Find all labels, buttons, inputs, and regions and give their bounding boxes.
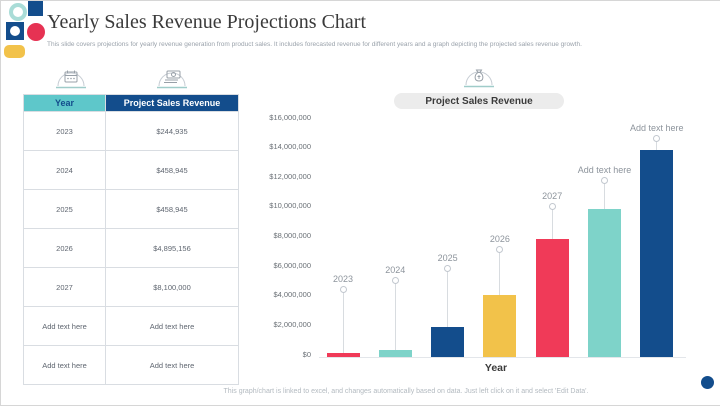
revenue-cell[interactable]: Add text here [105,306,239,346]
bar [640,149,674,357]
table-row: 2024 $458,945 [23,150,239,190]
money-icon [154,63,190,91]
y-tick-label: $4,000,000 [273,290,311,300]
bar-callout-line [394,283,396,351]
table-header-row: Year Project Sales Revenue [23,94,239,112]
revenue-table: Year Project Sales Revenue 2023 $244,935 2… [23,94,239,385]
company-logo-icon [1,1,47,59]
page-number-badge [701,376,714,389]
bar-label: 2027 [542,190,563,201]
bar-callout-dot [653,134,661,142]
logo-red-circle [27,23,45,41]
bar-callout-dot [548,202,556,210]
y-tick-label: $6,000,000 [273,260,311,270]
year-cell: 2024 [23,150,106,190]
bar-callout-line [499,251,501,295]
revenue-cell: $8,100,000 [105,267,239,307]
y-tick-label: $12,000,000 [269,171,311,181]
table-row: Add text here Add text here [23,345,239,385]
y-tick-label: $8,000,000 [273,231,311,240]
x-axis-line [319,357,686,358]
bar-callout-dot [444,265,452,273]
table-body: 2023 $244,935 2024 $458,945 2025 $458,945 2026… [23,111,239,385]
bar [535,238,569,357]
logo-navy-square [28,1,43,16]
page-title: Yearly Sales Revenue Projections Chart [47,11,367,33]
year-cell: 2023 [23,111,106,151]
year-column-header: Year [23,94,106,112]
moneybag-icon [461,62,497,90]
bar-label: 2026 [489,233,510,244]
revenue-column-header: Project Sales Revenue [105,94,239,112]
y-tick-label: $2,000,000 [273,319,311,329]
bar-label: 2024 [385,265,406,276]
table-row: Add text here Add text here [23,306,239,346]
bar-label: 2023 [332,274,354,285]
bar-label[interactable]: Add text here [630,122,684,133]
year-cell: 2027 [23,267,106,307]
y-tick-label: $16,000,000 [269,112,311,122]
x-axis-title: Year [484,362,508,374]
bar-callout-dot [601,176,608,184]
bar-callout-dot [391,277,399,285]
revenue-cell: $458,945 [105,189,239,229]
table-row: 2025 $458,945 [23,189,239,229]
revenue-cell: $4,895,156 [105,228,239,268]
table-row: 2026 $4,895,156 [23,228,239,268]
year-cell[interactable]: Add text here [23,345,106,385]
bar [483,294,517,357]
chart-title: Project Sales Revenue [394,93,564,109]
revenue-cell: $244,935 [105,111,239,151]
bar-callout-dot [496,245,504,253]
bar-callout-line [447,271,449,328]
revenue-cell: $458,945 [105,150,239,190]
bar [431,327,465,357]
logo-navy-square-dot [6,22,24,40]
calendar-icon [53,63,89,91]
year-cell: 2026 [23,228,106,268]
table-row: 2023 $244,935 [23,111,239,151]
bar-callout-line [342,292,344,354]
bar-callout-line [604,182,605,209]
bar-callout-line [656,140,658,150]
year-cell[interactable]: Add text here [23,306,106,346]
y-tick-label: $10,000,000 [269,201,311,211]
bar [378,350,412,357]
bar-callout-line [551,208,553,239]
logo-teal-ring [9,3,27,21]
bar-label[interactable]: Add text here [577,164,632,175]
revenue-cell[interactable]: Add text here [105,345,239,385]
y-tick-label: $14,000,000 [269,142,311,152]
year-cell: 2025 [23,189,106,229]
logo-yellow-square [4,45,25,58]
table-row: 2027 $8,100,000 [23,267,239,307]
bar-label: 2025 [437,253,458,264]
bar [588,208,621,357]
bar-callout-dot [339,286,347,294]
bar [326,353,360,357]
page-subtitle: This slide covers projections for yearly… [47,41,582,48]
y-tick-label: $0 [302,349,311,359]
footer-note: This graph/chart is linked to excel, and… [223,388,589,395]
